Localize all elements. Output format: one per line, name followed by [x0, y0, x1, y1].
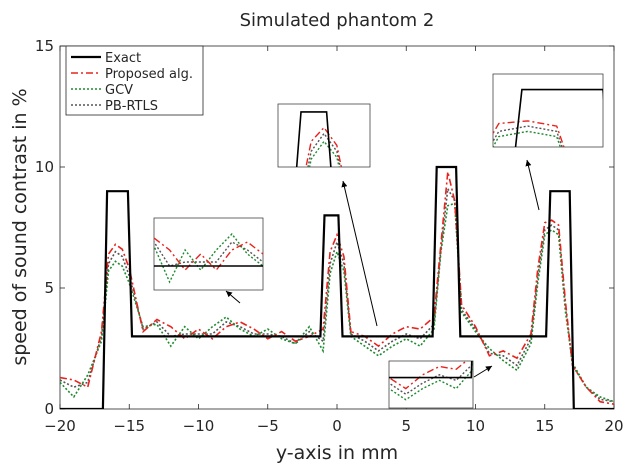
y-axis: 0 5 10 15 [35, 37, 614, 418]
series-layer [60, 165, 614, 409]
y-tick-label: 5 [44, 279, 54, 297]
inset-zoom-right [492, 73, 604, 148]
y-tick-label: 0 [44, 400, 54, 418]
x-tick-label: −20 [44, 417, 76, 435]
legend-label: PB-RTLS [105, 99, 158, 114]
inset-zoom-center [277, 103, 371, 168]
inset-series-line [514, 88, 603, 147]
x-tick-label: −10 [183, 417, 215, 435]
x-tick-label: −15 [113, 417, 145, 435]
chart-title: Simulated phantom 2 [240, 10, 435, 31]
y-tick-label: 10 [35, 158, 54, 176]
inset-zoom-bottom [388, 360, 474, 409]
legend-label: Proposed alg. [105, 67, 193, 82]
inset-arrow-center [341, 180, 378, 327]
inset-arrow-bottom [473, 365, 493, 378]
y-tick-label: 15 [35, 37, 54, 55]
x-tick-label: 15 [535, 417, 554, 435]
series-line-proposed-alg- [60, 171, 614, 405]
inset-series-line [389, 361, 473, 379]
x-tick-label: −5 [257, 417, 279, 435]
series-line-exact [60, 165, 614, 409]
legend-label: GCV [105, 83, 133, 98]
inset-zoom-left [153, 217, 264, 291]
x-axis: −20 −15 −10 −5 0 5 10 15 20 [44, 46, 624, 435]
inset-arrow-right [525, 159, 540, 211]
x-tick-label: 20 [604, 417, 623, 435]
x-tick-label: 5 [401, 417, 411, 435]
x-tick-label: 0 [332, 417, 342, 435]
x-tick-label: 10 [466, 417, 485, 435]
legend-label: Exact [105, 51, 141, 66]
inset-arrow-left [225, 290, 241, 304]
x-axis-label: y-axis in mm [276, 442, 398, 464]
y-axis-label: speed of sound contrast in % [9, 88, 31, 365]
